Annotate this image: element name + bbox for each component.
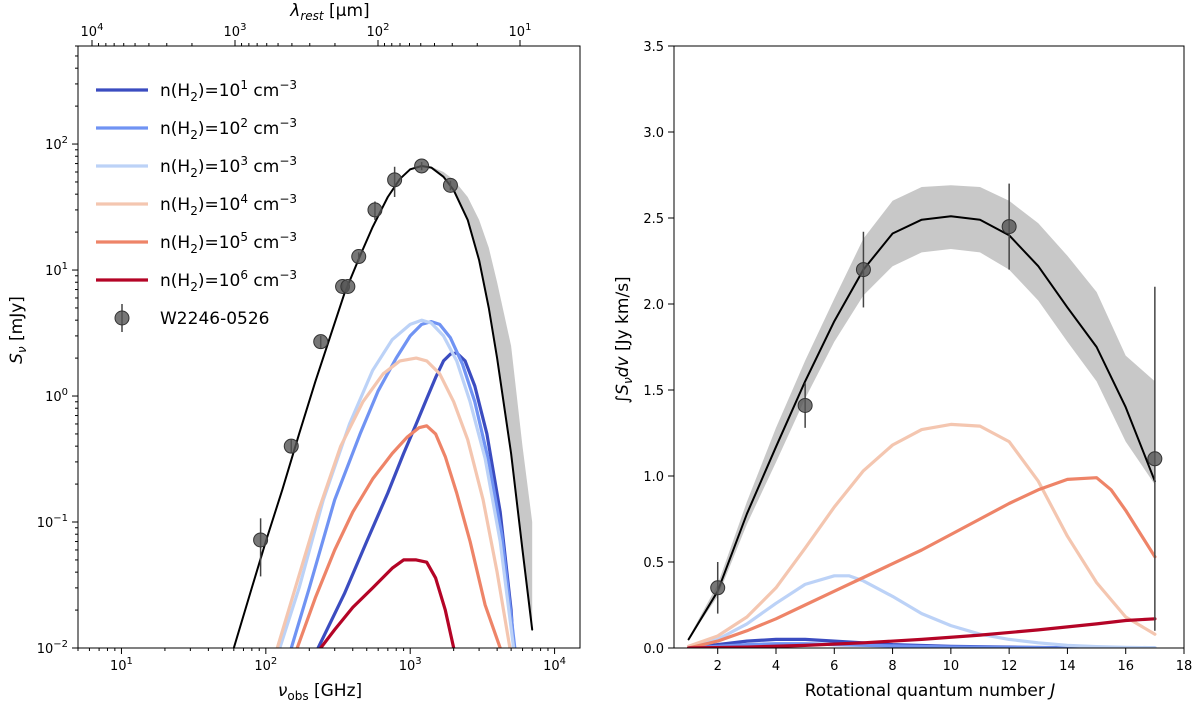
x-tick-label-right: 16 bbox=[1117, 659, 1134, 674]
top-tick-label: 104 bbox=[81, 22, 104, 40]
x-tick-label: 103 bbox=[399, 656, 422, 674]
y-tick-label-right: 0.5 bbox=[643, 556, 664, 571]
right-data-point bbox=[1001, 219, 1017, 235]
left-data-point bbox=[442, 177, 458, 193]
y-tick-label: 102 bbox=[45, 135, 68, 153]
right-data-point bbox=[1147, 451, 1163, 467]
legend-label: n(H2)=101 cm−3 bbox=[160, 78, 297, 104]
left-chart-sed: 101 102 103 104 10−2 10−1 100 101 102 104 103 102 10… bbox=[7, 1, 581, 703]
y-tick-label-right: 2.0 bbox=[643, 298, 664, 313]
left-plot-frame bbox=[77, 45, 581, 649]
right-plot-frame bbox=[673, 45, 1185, 649]
x-tick-label-right: 12 bbox=[1001, 659, 1018, 674]
y-tick-label: 10−2 bbox=[37, 639, 68, 657]
right-data-point bbox=[855, 262, 871, 278]
x-tick-label-right: 10 bbox=[943, 659, 960, 674]
y-tick-label: 10−1 bbox=[37, 513, 68, 531]
x-axis-label: νobs [GHz] bbox=[278, 681, 362, 703]
right-series-line-6 bbox=[687, 617, 1157, 648]
y-tick-label-right: 3.0 bbox=[643, 126, 664, 141]
top-tick-label: 102 bbox=[367, 22, 390, 40]
right-series-line-5 bbox=[687, 476, 1157, 648]
legend-label: n(H2)=106 cm−3 bbox=[160, 268, 297, 294]
left-fit-uncertainty-band bbox=[431, 166, 533, 630]
x-tick-label: 101 bbox=[110, 656, 133, 674]
left-series-line-5 bbox=[295, 424, 502, 648]
left-series-line-1 bbox=[316, 351, 516, 648]
legend-label: n(H2)=104 cm−3 bbox=[160, 192, 297, 218]
right-fit-uncertainty-band bbox=[688, 185, 1155, 640]
y-tick-label: 101 bbox=[45, 261, 68, 279]
right-fit-line bbox=[687, 215, 1156, 641]
x-tick-label: 104 bbox=[543, 656, 566, 674]
left-data-point bbox=[340, 279, 356, 295]
legend-label: n(H2)=103 cm−3 bbox=[160, 154, 297, 180]
left-data-point bbox=[414, 158, 430, 174]
legend-label: n(H2)=105 cm−3 bbox=[160, 230, 297, 256]
right-data-point bbox=[797, 397, 813, 413]
y-tick-label-right: 1.5 bbox=[643, 384, 664, 399]
top-tick-label: 101 bbox=[509, 22, 532, 40]
x-tick-label-right: 8 bbox=[888, 659, 896, 674]
y-tick-label-right: 3.5 bbox=[643, 40, 664, 55]
x-tick-label-right: 18 bbox=[1176, 659, 1193, 674]
right-data-point bbox=[710, 580, 726, 596]
y-tick-label: 100 bbox=[45, 387, 68, 405]
right-series-line-4 bbox=[687, 422, 1157, 648]
x-tick-label-right: 14 bbox=[1059, 659, 1076, 674]
y-tick-label-right: 2.5 bbox=[643, 212, 664, 227]
left-series-line-4 bbox=[275, 356, 512, 648]
legend-label-points: W2246-0526 bbox=[160, 309, 269, 329]
y-axis-label: Sν [mJy] bbox=[7, 296, 29, 364]
left-series-line-6 bbox=[319, 558, 456, 648]
legend: n(H2)=101 cm−3 n(H2)=102 cm−3 n(H2)=103 cm… bbox=[96, 78, 297, 332]
left-data-point bbox=[313, 334, 329, 350]
y-tick-label-right: 1.0 bbox=[643, 470, 664, 485]
x-tick-label-right: 2 bbox=[714, 659, 722, 674]
y-tick-label-right: 0.0 bbox=[643, 642, 664, 657]
x-tick-label: 102 bbox=[254, 656, 277, 674]
legend-label: n(H2)=102 cm−3 bbox=[160, 116, 297, 142]
left-data-point bbox=[283, 438, 299, 454]
x-axis-label-right: Rotational quantum number J bbox=[805, 681, 1056, 701]
left-data-point bbox=[253, 532, 269, 548]
left-data-point bbox=[367, 202, 383, 218]
top-tick-label: 103 bbox=[224, 22, 247, 40]
left-data-point bbox=[387, 172, 403, 188]
x-tick-label-right: 4 bbox=[772, 659, 780, 674]
x-tick-label-right: 6 bbox=[830, 659, 838, 674]
top-axis-label: λrest [μm] bbox=[289, 1, 369, 23]
right-series-line-3 bbox=[687, 574, 1157, 648]
left-series-line-2 bbox=[289, 320, 517, 648]
right-chart-line-fluxes: 2 4 6 8 10 12 14 16 18 0.0 0.5 1.0 1.5 2.0 2.5 3.0 3.5 R… bbox=[613, 40, 1192, 701]
left-data-point bbox=[351, 249, 367, 265]
legend-point-swatch bbox=[114, 310, 130, 326]
y-axis-label-right: ∫Sνdv [Jy km/s] bbox=[613, 276, 635, 403]
